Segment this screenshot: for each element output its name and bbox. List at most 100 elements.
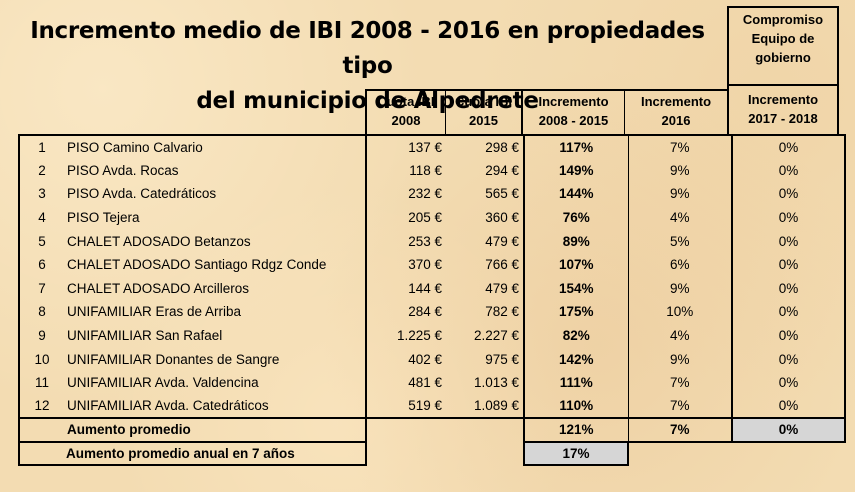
row-cuota-2015: 1.013 € [446, 370, 525, 395]
row-inc-2017-2018: 0% [731, 205, 846, 230]
row-inc-2016: 7% [628, 370, 733, 395]
anual-label: Aumento promedio anual en 7 años [18, 441, 367, 467]
row-cuota-2008: 370 € [365, 252, 446, 277]
ibi-table: 1 PISO Camino Calvario 137 €298 €117% 7% 0% 2… [18, 134, 846, 467]
promedio-inc-2008-2015: 121% [523, 417, 629, 443]
row-number: 6 [18, 252, 64, 277]
row-cuota-2008: 284 € [365, 300, 446, 324]
header-inc2016-line2: 2016 [661, 113, 691, 128]
row-property: UNIFAMILIAR Avda. Valdencina [64, 370, 367, 395]
row-inc-2016: 6% [628, 252, 733, 277]
row-cuota-2015: 1.089 € [446, 394, 525, 419]
row-cuota-2015: 298 € [446, 134, 525, 159]
header-incremento-2008-2015: Incremento 2008 - 2015 [521, 89, 625, 134]
header-inc0815-line2: 2008 - 2015 [538, 113, 609, 128]
row-property: PISO Camino Calvario [64, 134, 367, 159]
compromiso-header: Compromiso Equipo de gobierno [727, 6, 839, 86]
row-cuota-2008: 118 € [365, 158, 446, 183]
compromiso-line-2: Equipo de [751, 31, 815, 46]
row-cuota-2008: 481 € [365, 370, 446, 395]
table-row: 5 CHALET ADOSADO Betanzos 253 €479 €89% 5% 0… [18, 229, 846, 253]
table-row: 2 PISO Avda. Rocas 118 €294 €149% 9% 0% [18, 158, 846, 183]
row-property: PISO Tejera [64, 205, 367, 230]
header-cuota-2008-line1: Cuota IBI [377, 94, 435, 109]
row-inc-2008-2015: 144% [523, 182, 629, 206]
promedio-inc-2016: 7% [628, 417, 733, 443]
row-inc-2016: 10% [628, 300, 733, 324]
row-inc-2017-2018: 0% [731, 300, 846, 324]
title-line-1: Incremento medio de IBI 2008 - 2016 en p… [30, 18, 705, 79]
table-body: 1 PISO Camino Calvario 137 €298 €117% 7% 0% 2… [18, 134, 846, 419]
row-number: 8 [18, 300, 64, 324]
table-row: 7 CHALET ADOSADO Arcilleros 144 €479 €154%… [18, 276, 846, 301]
row-inc-2017-2018: 0% [731, 158, 846, 183]
row-property: UNIFAMILIAR San Rafael [64, 323, 367, 348]
table-row: 11 UNIFAMILIAR Avda. Valdencina 481 €1.013… [18, 370, 846, 395]
row-inc-2016: 7% [628, 134, 733, 159]
row-inc-2016: 9% [628, 276, 733, 301]
row-inc-2017-2018: 0% [731, 134, 846, 159]
row-cuota-2008: 232 € [365, 182, 446, 206]
table-row: 4 PISO Tejera 205 €360 €76% 4% 0% [18, 205, 846, 230]
summary-row-anual: Aumento promedio anual en 7 años 17% [18, 441, 845, 467]
row-inc-2017-2018: 0% [731, 370, 846, 395]
header-cuota-2015-line1: Cuota IBI [454, 94, 513, 109]
row-cuota-2008: 519 € [365, 394, 446, 419]
anual-value: 17% [523, 441, 629, 467]
table-row: 10 UNIFAMILIAR Donantes de Sangre 402 €975… [18, 347, 846, 371]
row-inc-2008-2015: 82% [523, 323, 629, 348]
row-cuota-2008: 205 € [365, 205, 446, 230]
row-inc-2017-2018: 0% [731, 229, 846, 253]
compromiso-line-3: gobierno [755, 50, 811, 65]
row-number: 3 [18, 182, 64, 206]
row-inc-2016: 5% [628, 229, 733, 253]
row-cuota-2015: 294 € [446, 158, 525, 183]
row-inc-2008-2015: 110% [523, 394, 629, 419]
row-number: 5 [18, 229, 64, 253]
page-title: Incremento medio de IBI 2008 - 2016 en p… [10, 14, 725, 119]
header-cuota-2015: Cuota IBI 2015 [445, 89, 523, 134]
row-cuota-2008: 402 € [365, 347, 446, 371]
row-inc-2008-2015: 111% [523, 370, 629, 395]
header-incremento-2017-2018: Incremento 2017 - 2018 [727, 85, 839, 134]
row-inc-2016: 9% [628, 182, 733, 206]
row-inc-2016: 9% [628, 347, 733, 371]
header-cuota-2008: Cuota IBI 2008 [365, 89, 445, 134]
row-cuota-2008: 1.225 € [365, 323, 446, 348]
row-number: 1 [18, 134, 64, 159]
row-cuota-2008: 253 € [365, 229, 446, 253]
row-inc-2008-2015: 154% [523, 276, 629, 301]
row-number: 9 [18, 323, 64, 348]
row-inc-2017-2018: 0% [731, 276, 846, 301]
row-cuota-2008: 137 € [365, 134, 446, 159]
compromiso-line-1: Compromiso [742, 12, 824, 27]
header-cuota-2008-line2: 2008 [391, 113, 421, 128]
row-cuota-2008: 144 € [365, 276, 446, 301]
row-number: 7 [18, 276, 64, 301]
promedio-label: Aumento promedio [64, 417, 367, 443]
row-inc-2008-2015: 89% [523, 229, 629, 253]
table-row: 9 UNIFAMILIAR San Rafael 1.225 €2.227 €82%… [18, 323, 846, 348]
row-inc-2017-2018: 0% [731, 323, 846, 348]
summary-row-promedio: Aumento promedio 121% 7% 0% [18, 417, 846, 443]
row-number: 10 [18, 347, 64, 371]
row-number: 11 [18, 370, 64, 395]
row-cuota-2015: 565 € [446, 182, 525, 206]
row-inc-2008-2015: 107% [523, 252, 629, 277]
row-cuota-2015: 782 € [446, 300, 525, 324]
header-inc2016-line1: Incremento [640, 94, 712, 109]
row-property: PISO Avda. Catedráticos [64, 182, 367, 206]
title-line-2: del municipio de Alpedrete [196, 88, 539, 114]
row-inc-2017-2018: 0% [731, 347, 846, 371]
row-inc-2016: 4% [628, 323, 733, 348]
table-row: 8 UNIFAMILIAR Eras de Arriba 284 €782 €175… [18, 300, 846, 324]
header-inc1718-line1: Incremento [747, 92, 819, 107]
table-row: 1 PISO Camino Calvario 137 €298 €117% 7% 0% [18, 134, 846, 159]
row-property: PISO Avda. Rocas [64, 158, 367, 183]
header-incremento-2016: Incremento 2016 [624, 89, 728, 134]
row-cuota-2015: 766 € [446, 252, 525, 277]
row-inc-2017-2018: 0% [731, 182, 846, 206]
ibi-data-table: 1 PISO Camino Calvario 137 €298 €117% 7% 0% 2… [18, 134, 846, 467]
row-inc-2008-2015: 142% [523, 347, 629, 371]
row-cuota-2015: 2.227 € [446, 323, 525, 348]
